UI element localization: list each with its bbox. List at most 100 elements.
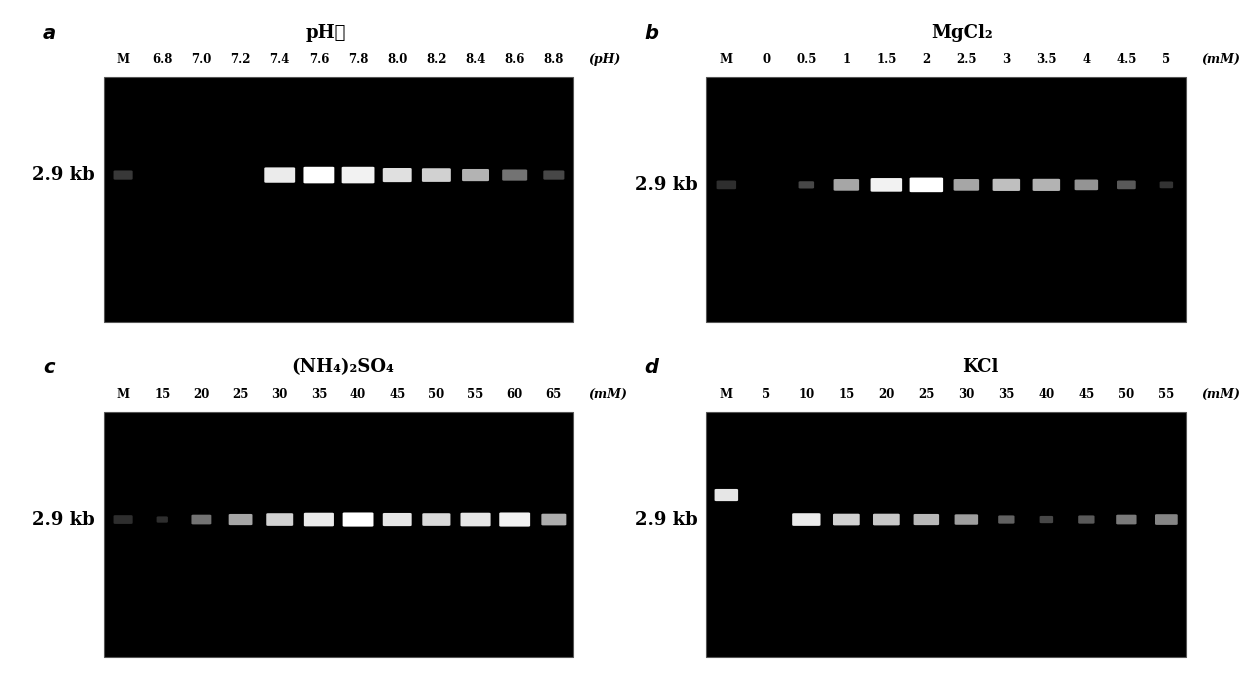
Text: 2.9 kb: 2.9 kb [635,176,697,194]
FancyBboxPatch shape [992,179,1021,191]
Text: d: d [645,359,658,377]
Text: 35: 35 [311,388,327,401]
FancyBboxPatch shape [304,513,334,527]
Text: 4.5: 4.5 [1116,53,1137,66]
Text: 30: 30 [272,388,288,401]
Bar [707,412,1187,657]
Text: 4: 4 [1083,53,1090,66]
FancyBboxPatch shape [383,168,412,182]
FancyBboxPatch shape [423,513,450,526]
FancyBboxPatch shape [833,514,859,525]
Text: pH値: pH値 [305,24,346,42]
Text: KCl: KCl [962,359,998,376]
Text: 50: 50 [1118,388,1135,401]
Text: 6.8: 6.8 [153,53,172,66]
Text: 8.2: 8.2 [427,53,446,66]
Text: 45: 45 [389,388,405,401]
Text: 30: 30 [959,388,975,401]
Text: M: M [117,388,130,401]
Text: 8.6: 8.6 [505,53,525,66]
Text: M: M [117,53,130,66]
FancyBboxPatch shape [542,514,567,525]
Text: M: M [720,53,733,66]
FancyBboxPatch shape [799,181,815,189]
FancyBboxPatch shape [998,516,1014,524]
FancyBboxPatch shape [1117,180,1136,189]
Text: b: b [645,24,658,42]
FancyBboxPatch shape [1033,179,1060,191]
Text: 0.5: 0.5 [796,53,816,66]
Text: MgCl₂: MgCl₂ [931,24,993,42]
FancyBboxPatch shape [1079,516,1095,524]
Text: (NH₄)₂SO₄: (NH₄)₂SO₄ [291,359,394,376]
FancyBboxPatch shape [228,514,253,525]
Text: 55: 55 [467,388,484,401]
Text: 7.0: 7.0 [191,53,212,66]
Text: 10: 10 [799,388,815,401]
Text: 3.5: 3.5 [1037,53,1056,66]
FancyBboxPatch shape [833,179,859,191]
Bar [103,412,573,657]
FancyBboxPatch shape [1154,514,1178,525]
Text: 55: 55 [1158,388,1174,401]
Text: 15: 15 [838,388,854,401]
FancyBboxPatch shape [955,514,978,525]
FancyBboxPatch shape [1075,180,1099,191]
FancyBboxPatch shape [342,167,374,183]
Text: 65: 65 [546,388,562,401]
Text: 0: 0 [763,53,770,66]
Text: 7.2: 7.2 [231,53,250,66]
FancyBboxPatch shape [156,516,167,522]
FancyBboxPatch shape [191,515,211,525]
FancyBboxPatch shape [792,513,821,526]
FancyBboxPatch shape [422,168,451,182]
FancyBboxPatch shape [114,171,133,180]
Text: 20: 20 [193,388,210,401]
FancyBboxPatch shape [873,514,900,525]
FancyBboxPatch shape [543,171,564,180]
FancyBboxPatch shape [714,489,738,501]
Text: 7.6: 7.6 [309,53,329,66]
Text: 35: 35 [998,388,1014,401]
Text: 40: 40 [1038,388,1054,401]
FancyBboxPatch shape [463,169,489,181]
FancyBboxPatch shape [870,178,903,192]
Text: 50: 50 [428,388,444,401]
Bar [103,77,573,322]
Text: (mM): (mM) [1202,388,1240,401]
Text: 2.5: 2.5 [956,53,977,66]
FancyBboxPatch shape [1159,182,1173,189]
Text: 20: 20 [878,388,894,401]
FancyBboxPatch shape [717,180,737,189]
FancyBboxPatch shape [460,513,491,527]
Text: 60: 60 [507,388,523,401]
FancyBboxPatch shape [502,169,527,181]
Text: 8.8: 8.8 [543,53,564,66]
Text: 2: 2 [923,53,930,66]
Text: 2.9 kb: 2.9 kb [32,166,94,184]
FancyBboxPatch shape [500,512,531,527]
Text: 5: 5 [1162,53,1171,66]
Text: c: c [43,359,55,377]
FancyBboxPatch shape [267,513,293,526]
Text: 8.4: 8.4 [465,53,486,66]
Text: 1: 1 [842,53,851,66]
Text: 3: 3 [1002,53,1011,66]
Text: 8.0: 8.0 [387,53,408,66]
Text: 25: 25 [232,388,249,401]
FancyBboxPatch shape [383,513,412,526]
Text: 5: 5 [763,388,770,401]
FancyBboxPatch shape [910,178,944,192]
FancyBboxPatch shape [264,167,295,183]
Bar [707,77,1187,322]
FancyBboxPatch shape [304,167,335,183]
FancyBboxPatch shape [1116,515,1137,525]
FancyBboxPatch shape [914,514,939,525]
Text: 1.5: 1.5 [877,53,897,66]
Text: 7.4: 7.4 [269,53,290,66]
Text: a: a [43,24,56,42]
Text: 45: 45 [1079,388,1095,401]
Text: 2.9 kb: 2.9 kb [635,510,697,529]
Text: (pH): (pH) [588,53,620,66]
Text: M: M [720,388,733,401]
